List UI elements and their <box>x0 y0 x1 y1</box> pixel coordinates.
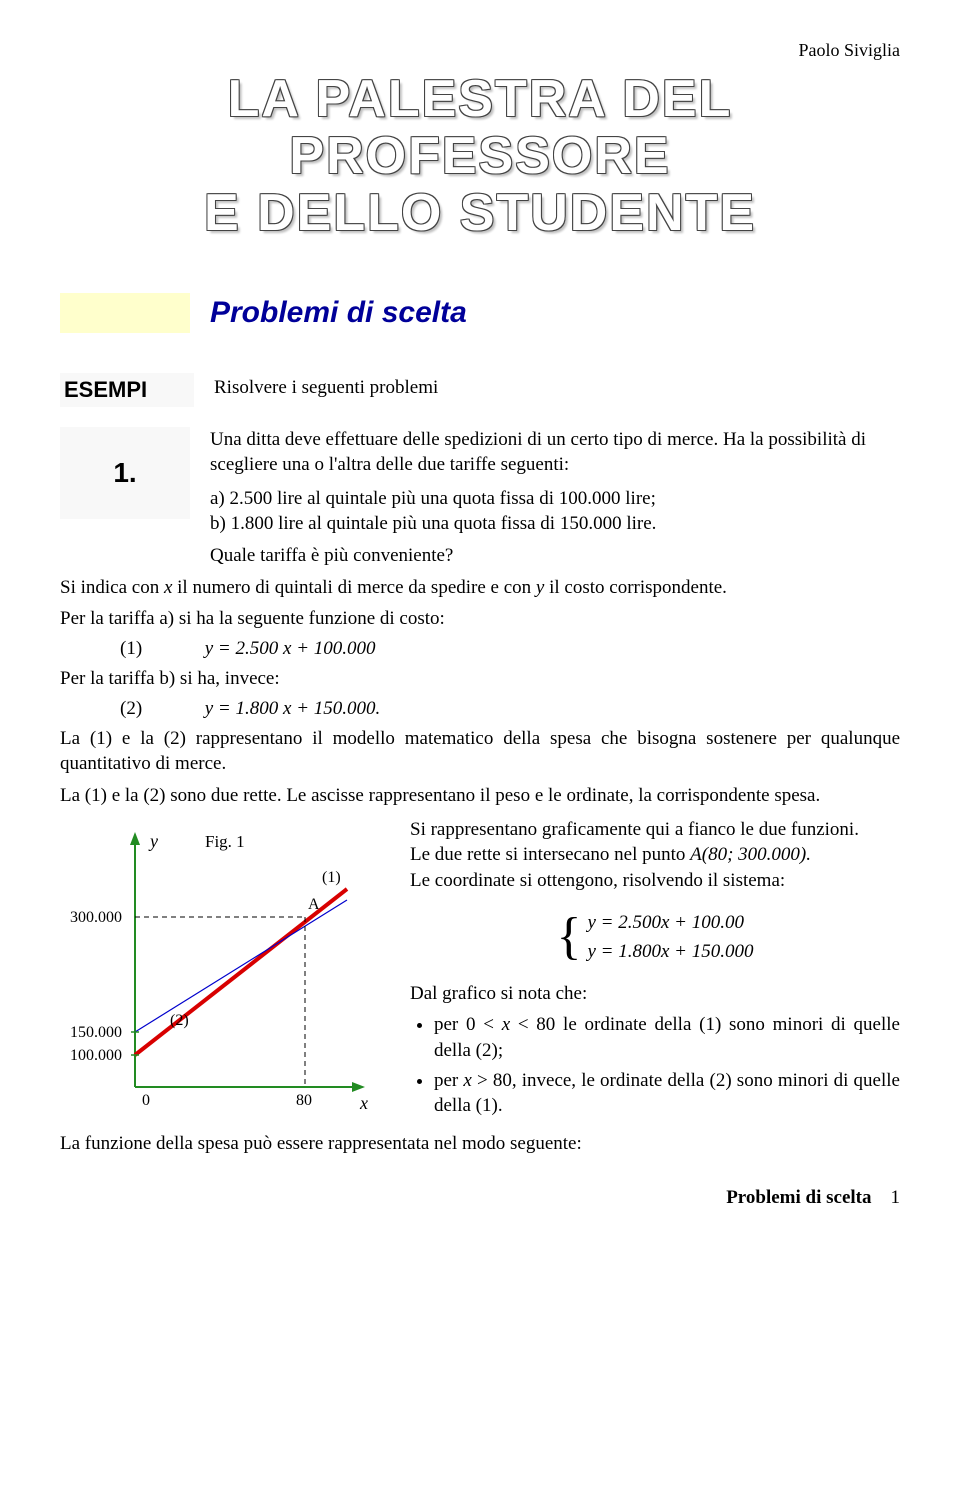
esempi-row: ESEMPI Risolvere i seguenti problemi <box>60 373 900 407</box>
problem-number: 1. <box>60 427 190 519</box>
bullet-2: per x > 80, invece, le ordinate della (2… <box>434 1068 900 1119</box>
solution-p5: La (1) e la (2) sono due rette. Le ascis… <box>60 783 900 809</box>
ytick-100000: 100.000 <box>70 1047 122 1064</box>
yellow-highlight <box>60 293 190 333</box>
section-title-row: Problemi di scelta <box>60 293 900 333</box>
right-p3: Le coordinate si ottengono, risolvendo i… <box>410 868 900 894</box>
line1-label: (1) <box>322 869 341 886</box>
problem-question: Quale tariffa è più conveniente? <box>210 543 900 569</box>
line2-label: (2) <box>170 1012 189 1029</box>
right-p4: Dal grafico si nota che: <box>410 981 900 1007</box>
chart-svg: 300.000 150.000 100.000 0 80 x y Fig. 1 … <box>60 817 380 1117</box>
footer-title: Problemi di scelta <box>726 1187 871 1208</box>
solution-p3: Per la tariffa b) si ha, invece: <box>60 666 900 692</box>
esempi-label: ESEMPI <box>60 373 194 407</box>
solution-p4: La (1) e la (2) rappresentano il modello… <box>60 726 900 777</box>
ytick-150000: 150.000 <box>70 1024 122 1041</box>
xtick-80: 80 <box>296 1092 312 1109</box>
wordart-title: LA PALESTRA DEL PROFESSORE E DELLO STUDE… <box>60 71 900 243</box>
author-name: Paolo Siviglia <box>60 40 900 61</box>
option-a: a) 2.500 lire al quintale più una quota … <box>210 486 900 512</box>
xtick-0: 0 <box>142 1092 150 1109</box>
right-column: Si rappresentano graficamente qui a fian… <box>390 817 900 1125</box>
bullet-list: per 0 < x < 80 le ordinate della (1) son… <box>410 1012 900 1119</box>
right-p1: Si rappresentano graficamente qui a fian… <box>410 817 900 843</box>
problem-body: Una ditta deve effettuare delle spedizio… <box>190 427 900 569</box>
footer-page-number: 1 <box>891 1187 901 1208</box>
sys-eq-2: y = 1.800x + 150.000 <box>587 937 753 967</box>
solution-p2: Per la tariffa a) si ha la seguente funz… <box>60 606 900 632</box>
solution-p1: Si indica con x il numero di quintali di… <box>60 575 900 601</box>
problem-intro: Una ditta deve effettuare delle spedizio… <box>210 427 900 478</box>
x-axis-label: x <box>359 1093 368 1113</box>
fig-label: Fig. 1 <box>205 832 245 851</box>
wordart-line1: LA PALESTRA DEL PROFESSORE <box>60 71 900 185</box>
bullet-1: per 0 < x < 80 le ordinate della (1) son… <box>434 1012 900 1063</box>
ytick-300000: 300.000 <box>70 909 122 926</box>
wordart-line2: E DELLO STUDENTE <box>60 185 900 242</box>
equation-2: (2) y = 1.800 x + 150.000. <box>120 698 900 720</box>
section-title: Problemi di scelta <box>190 293 467 333</box>
equation-1: (1) y = 2.500 x + 100.000 <box>120 638 900 660</box>
sys-eq-1: y = 2.500x + 100.00 <box>587 908 753 938</box>
y-axis-label: y <box>148 831 158 851</box>
right-p2: Le due rette si intersecano nel punto A(… <box>410 842 900 868</box>
point-a-label: A <box>308 896 320 913</box>
closing-line: La funzione della spesa può essere rappr… <box>60 1131 900 1157</box>
esempi-text: Risolvere i seguenti problemi <box>194 373 900 399</box>
chart-figure: 300.000 150.000 100.000 0 80 x y Fig. 1 … <box>60 817 390 1122</box>
option-b: b) 1.800 lire al quintale più una quota … <box>210 511 900 537</box>
system-equations: { y = 2.500x + 100.00 y = 1.800x + 150.0… <box>410 908 900 967</box>
page-footer: Problemi di scelta 1 <box>60 1187 900 1209</box>
problem-row: 1. Una ditta deve effettuare delle spedi… <box>60 427 900 569</box>
